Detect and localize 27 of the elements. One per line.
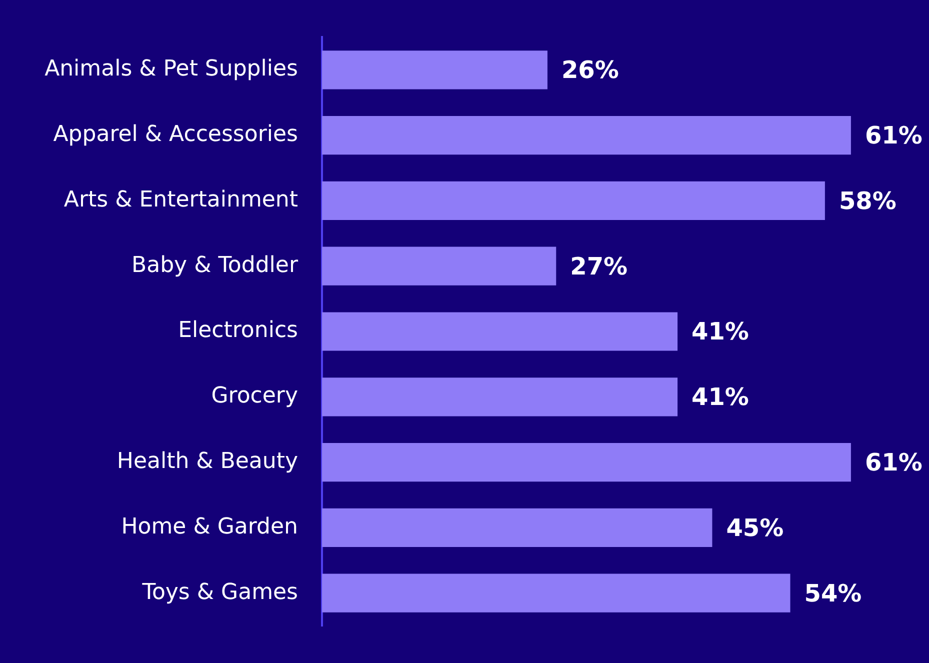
y-tick-label: Arts & Entertainment [64,187,298,212]
bar [322,50,548,90]
bar [322,312,678,351]
bar [322,181,825,220]
y-tick-label: Grocery [211,384,298,409]
y-tick-label: Animals & Pet Supplies [44,56,298,82]
bar [322,378,678,416]
bar [322,246,556,286]
bar [322,574,790,612]
y-tick-label: Home & Garden [121,514,298,540]
y-tick-label: Baby & Toddler [132,252,299,278]
bar [322,508,712,547]
data-label: 61% [864,448,922,477]
data-label: 58% [838,186,896,215]
bar [322,116,851,155]
data-label: 41% [692,318,749,346]
data-label: 41% [692,383,749,412]
y-tick-label: Apparel & Accessories [53,122,298,148]
data-label: 54% [804,579,862,608]
bar [322,443,851,482]
data-label: 27% [570,252,628,280]
y-tick-label: Health & Beauty [116,449,298,474]
data-label: 26% [561,56,619,84]
y-tick-label: Toys & Games [141,580,298,605]
data-label: 61% [864,122,922,150]
data-label: 45% [726,514,784,542]
y-tick-label: Electronics [178,318,298,344]
